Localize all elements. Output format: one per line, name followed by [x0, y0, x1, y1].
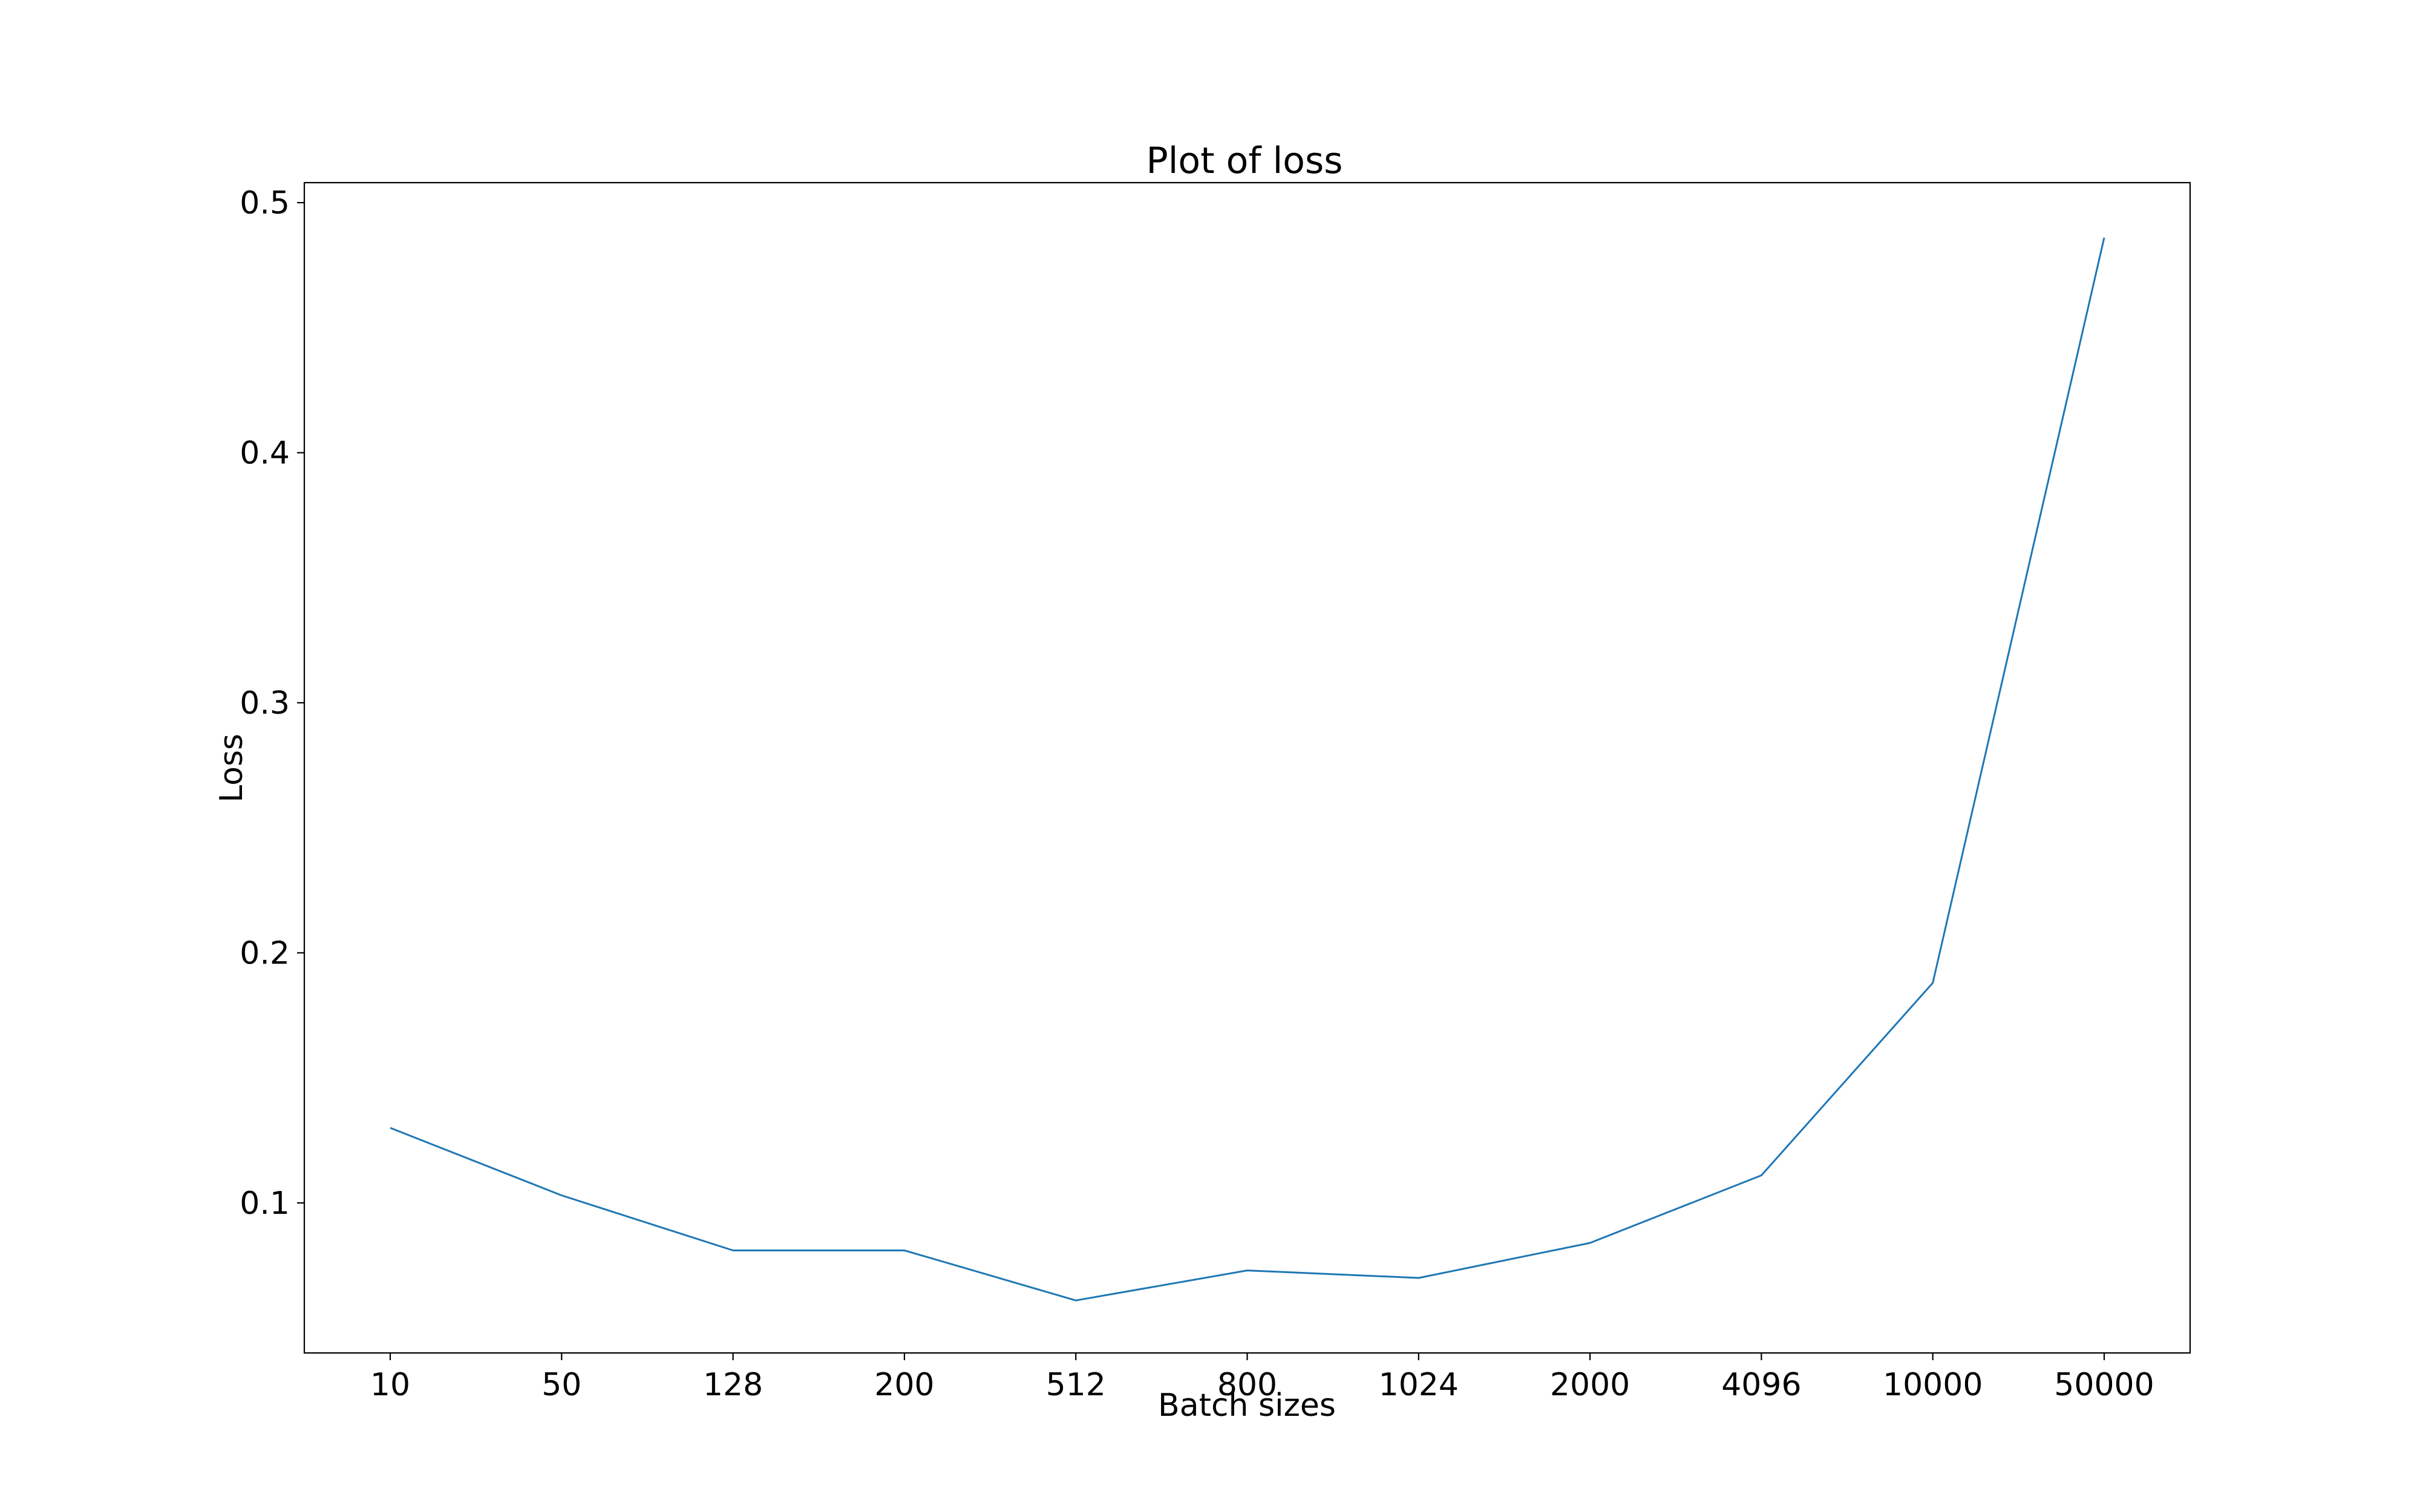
y-tick-label: 0.4 — [240, 435, 290, 472]
x-tick-label: 4096 — [1721, 1367, 1801, 1403]
loss-series-line — [390, 237, 2105, 1302]
y-axis: 0.1 0.2 0.3 0.4 0.5 — [240, 185, 304, 1222]
x-tick-label: 128 — [703, 1367, 763, 1403]
x-tick-label: 2000 — [1550, 1367, 1630, 1403]
chart-title: Plot of loss — [1146, 140, 1343, 182]
y-tick-label: 0.5 — [240, 185, 290, 221]
x-tick-label: 200 — [874, 1367, 934, 1403]
x-tick-label: 50 — [541, 1367, 581, 1403]
x-axis-label: Batch sizes — [1158, 1387, 1336, 1424]
plot-area-frame — [303, 181, 2191, 1354]
y-axis-label: Loss — [214, 734, 250, 803]
x-tick-label: 1024 — [1379, 1367, 1459, 1403]
x-axis: 10 50 128 200 512 800 1024 2000 4096 10000 50000 — [370, 1353, 2154, 1403]
y-tick-label: 0.1 — [240, 1185, 290, 1222]
x-tick-label: 10 — [370, 1367, 410, 1403]
x-tick-label: 10000 — [1883, 1367, 1983, 1403]
y-tick-label: 0.3 — [240, 685, 290, 722]
series-layer — [390, 237, 2105, 1302]
x-tick-label: 800 — [1217, 1367, 1277, 1403]
x-tick-label: 50000 — [2054, 1367, 2154, 1403]
y-tick-label: 0.2 — [240, 935, 290, 971]
x-tick-label: 512 — [1046, 1367, 1106, 1403]
